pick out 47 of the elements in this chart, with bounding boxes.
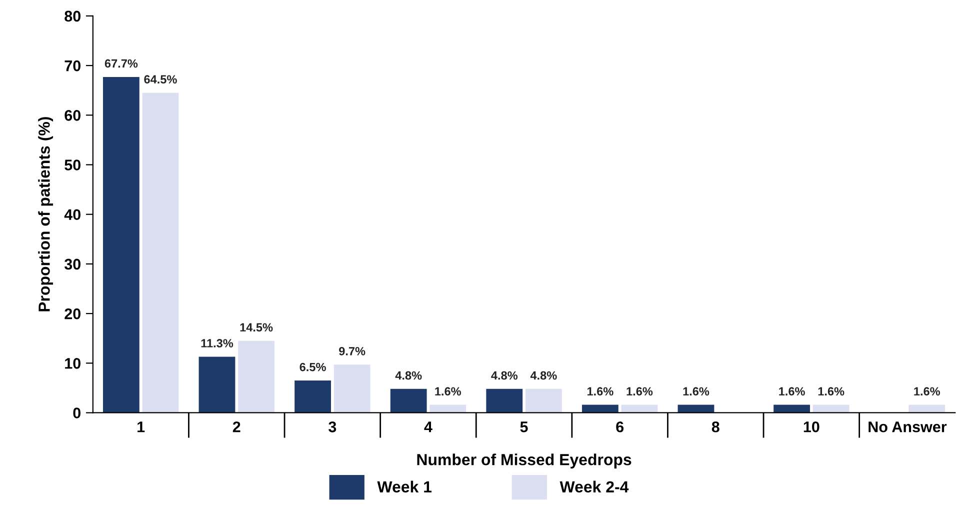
x-tick-label: 6	[616, 421, 624, 432]
data-label: 1.6%	[683, 387, 710, 396]
y-tick-label: 60	[64, 110, 80, 121]
bar	[525, 388, 562, 413]
data-label: 9.7%	[339, 346, 366, 356]
y-tick-label: 70	[64, 60, 80, 72]
x-tick-label: 4	[424, 422, 432, 432]
data-label: 64.5%	[144, 75, 177, 84]
legend-label: Week 1	[377, 480, 432, 493]
data-label: 11.3%	[201, 339, 234, 348]
data-label: 1.6%	[587, 387, 614, 396]
bar	[198, 356, 236, 413]
y-tick-label: 0	[73, 408, 80, 418]
x-tick-label: 5	[520, 422, 528, 432]
y-tick-label: 80	[64, 10, 80, 22]
x-tick-label: 8	[712, 421, 720, 432]
data-label: 6.5%	[300, 362, 326, 372]
x-tick-label: No Answer	[868, 422, 947, 432]
bar	[390, 388, 427, 413]
data-label: 1.6%	[435, 387, 462, 396]
x-tick-label: 10	[804, 421, 820, 432]
y-tick-label: 40	[64, 209, 80, 220]
data-label: 4.8%	[395, 371, 422, 380]
legend-label: Week 2-4	[560, 480, 629, 493]
x-tick-label: 2	[232, 421, 240, 432]
y-axis-title: Proportion of patients (%)	[38, 117, 54, 312]
data-label: 4.8%	[530, 371, 557, 380]
data-label: 1.6%	[818, 387, 844, 396]
x-axis-title: Number of Missed Eyedrops	[417, 454, 632, 468]
bar	[142, 92, 179, 413]
data-label: 1.6%	[914, 387, 940, 396]
bar	[334, 364, 370, 413]
bar	[294, 380, 331, 413]
data-label: 67.7%	[104, 59, 138, 68]
x-tick-label: 1	[138, 422, 145, 432]
bar	[486, 388, 523, 413]
y-tick-label: 50	[64, 160, 80, 170]
data-label: 1.6%	[779, 387, 805, 396]
data-label: 1.6%	[626, 387, 653, 396]
data-label: 4.8%	[491, 371, 518, 380]
y-tick-label: 30	[64, 258, 80, 270]
bar	[102, 76, 140, 413]
bar	[238, 340, 274, 413]
data-label: 14.5%	[240, 323, 273, 332]
y-tick-label: 20	[64, 308, 80, 320]
y-tick-label: 10	[65, 358, 80, 369]
x-tick-label: 3	[328, 421, 336, 432]
